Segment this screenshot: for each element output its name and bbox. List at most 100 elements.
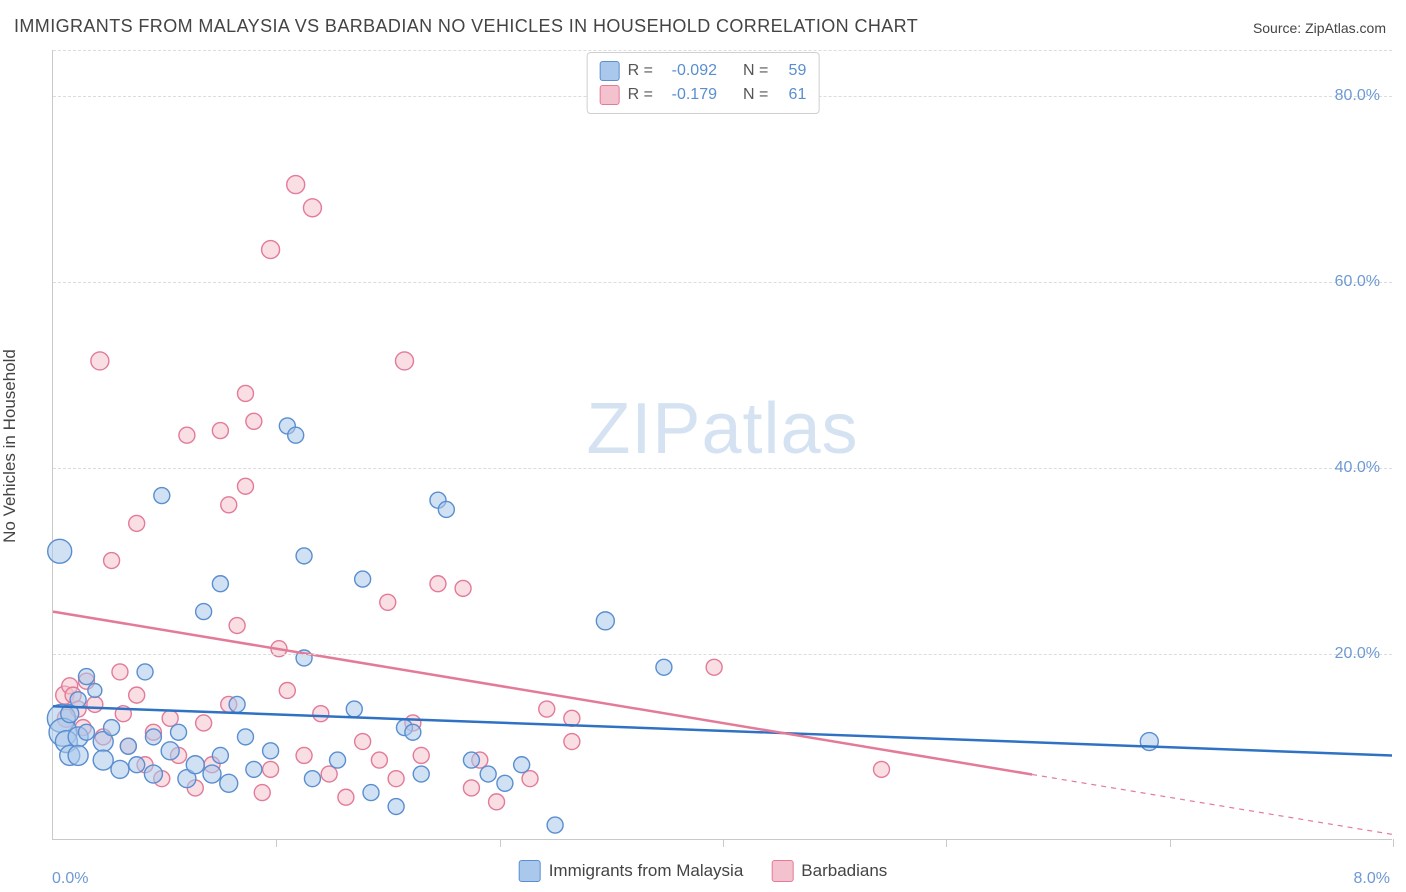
data-point-malaysia [497,775,513,791]
data-point-barbadians [463,780,479,796]
data-point-barbadians [313,706,329,722]
data-point-barbadians [237,385,253,401]
data-point-malaysia [212,747,228,763]
y-axis-label: No Vehicles in Household [0,349,20,543]
data-point-barbadians [489,794,505,810]
legend-stats: R = -0.092 N = 59 R = -0.179 N = 61 [587,52,820,114]
data-point-barbadians [162,710,178,726]
data-point-malaysia [296,548,312,564]
data-point-malaysia [438,501,454,517]
data-point-barbadians [430,576,446,592]
data-point-barbadians [87,696,103,712]
data-point-barbadians [371,752,387,768]
data-point-barbadians [112,664,128,680]
swatch-malaysia [600,61,620,81]
legend-label-malaysia: Immigrants from Malaysia [549,861,744,881]
data-point-malaysia [137,664,153,680]
data-point-barbadians [104,553,120,569]
data-point-barbadians [380,594,396,610]
data-point-malaysia [212,576,228,592]
correlation-chart: IMMIGRANTS FROM MALAYSIA VS BARBADIAN NO… [0,0,1406,892]
y-tick-label: 80.0% [1335,87,1380,105]
data-point-barbadians [413,747,429,763]
data-point-malaysia [196,604,212,620]
x-tick [946,839,947,847]
data-point-malaysia [68,745,88,765]
n-value-malaysia: 59 [776,59,806,83]
data-point-malaysia [304,771,320,787]
data-point-malaysia [171,724,187,740]
data-point-barbadians [338,789,354,805]
n-value-barbadians: 61 [776,83,806,107]
data-point-malaysia [78,669,94,685]
plot-area: ZIPatlas 20.0%40.0%60.0%80.0% [52,50,1392,840]
data-point-malaysia [120,738,136,754]
data-point-barbadians [221,497,237,513]
data-point-malaysia [237,729,253,745]
data-point-barbadians [179,427,195,443]
legend-stats-row-malaysia: R = -0.092 N = 59 [600,59,807,83]
data-point-malaysia [144,765,162,783]
gridline [53,468,1392,469]
data-point-malaysia [93,750,113,770]
chart-title: IMMIGRANTS FROM MALAYSIA VS BARBADIAN NO… [14,16,918,37]
x-tick [1393,839,1394,847]
data-point-malaysia [70,692,86,708]
data-point-malaysia [111,760,129,778]
y-tick-label: 20.0% [1335,645,1380,663]
data-point-malaysia [288,427,304,443]
data-point-barbadians [91,352,109,370]
data-point-malaysia [656,659,672,675]
trendline-barbadians [53,612,1032,775]
swatch-barbadians [600,85,620,105]
r-label: R = [628,83,653,107]
x-tick [1170,839,1171,847]
source-attribution: Source: ZipAtlas.com [1253,20,1386,36]
data-point-malaysia [330,752,346,768]
data-point-malaysia [154,488,170,504]
data-point-barbadians [388,771,404,787]
data-point-malaysia [220,774,238,792]
n-label: N = [743,59,768,83]
r-value-barbadians: -0.179 [661,83,717,107]
data-point-malaysia [88,683,102,697]
data-point-malaysia [480,766,496,782]
data-point-malaysia [388,799,404,815]
source-text: ZipAtlas.com [1305,20,1386,36]
data-point-barbadians [455,580,471,596]
data-point-barbadians [263,761,279,777]
source-prefix: Source: [1253,20,1305,36]
trendline-barbadians-dashed [1032,774,1392,834]
data-point-malaysia [596,612,614,630]
data-point-malaysia [186,756,204,774]
data-point-barbadians [564,734,580,750]
legend-stats-row-barbadians: R = -0.179 N = 61 [600,83,807,107]
x-axis-max-label: 8.0% [1354,870,1390,888]
data-point-barbadians [254,785,270,801]
data-point-barbadians [706,659,722,675]
data-point-malaysia [463,752,479,768]
data-point-barbadians [522,771,538,787]
data-point-malaysia [145,729,161,745]
data-point-barbadians [196,715,212,731]
y-tick-label: 40.0% [1335,459,1380,477]
data-point-malaysia [229,696,245,712]
data-point-malaysia [346,701,362,717]
gridline [53,50,1392,51]
data-point-barbadians [355,734,371,750]
data-point-malaysia [363,785,379,801]
gridline [53,282,1392,283]
swatch-barbadians [771,860,793,882]
data-point-malaysia [355,571,371,587]
r-label: R = [628,59,653,83]
x-axis-min-label: 0.0% [52,870,88,888]
data-point-malaysia [263,743,279,759]
data-point-barbadians [212,423,228,439]
data-point-malaysia [547,817,563,833]
y-tick-label: 60.0% [1335,273,1380,291]
data-point-barbadians [395,352,413,370]
data-point-malaysia [48,539,72,563]
legend-label-barbadians: Barbadians [801,861,887,881]
data-point-barbadians [129,515,145,531]
legend-series: Immigrants from Malaysia Barbadians [519,860,888,882]
